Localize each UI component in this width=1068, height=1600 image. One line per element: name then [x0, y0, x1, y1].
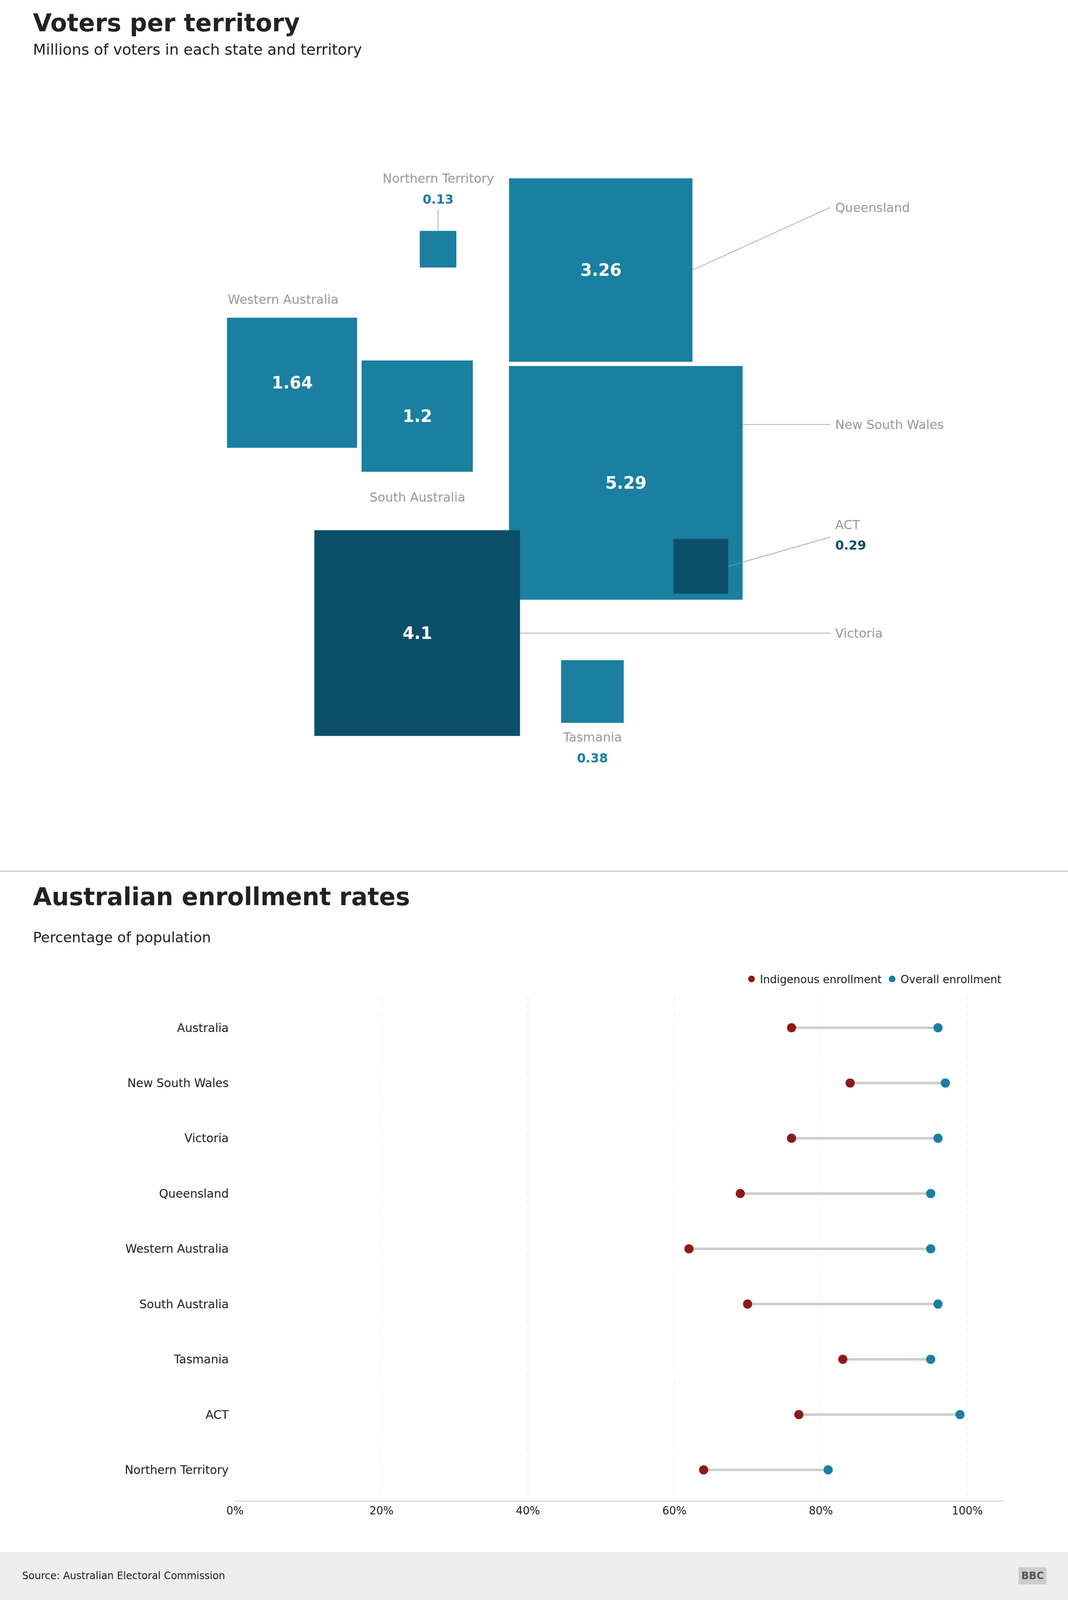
svg-text:20%: 20% — [369, 1503, 394, 1517]
svg-text:BBC: BBC — [1021, 1569, 1044, 1582]
svg-text:5.29: 5.29 — [605, 473, 647, 493]
svg-text:100%: 100% — [951, 1503, 983, 1517]
svg-text:South Australia: South Australia — [139, 1297, 229, 1311]
svg-text:Northern Territory: Northern Territory — [124, 1462, 229, 1477]
svg-text:Overall enrollment: Overall enrollment — [900, 972, 1002, 986]
svg-text:0%: 0% — [226, 1503, 244, 1517]
svg-text:Australian enrollment rates: Australian enrollment rates — [32, 882, 411, 911]
svg-text:Tasmania: Tasmania — [173, 1352, 229, 1366]
svg-text:Queensland: Queensland — [835, 200, 910, 215]
svg-text:Indigenous enrollment: Indigenous enrollment — [759, 972, 882, 986]
svg-text:Western Australia: Western Australia — [125, 1241, 230, 1256]
svg-text:Queensland: Queensland — [158, 1186, 229, 1201]
svg-text:Voters per territory: Voters per territory — [32, 8, 300, 38]
svg-text:1.2: 1.2 — [402, 406, 433, 426]
svg-text:0.13: 0.13 — [422, 191, 454, 207]
svg-text:1.64: 1.64 — [271, 372, 313, 393]
svg-text:New South Wales: New South Wales — [127, 1075, 229, 1090]
svg-text:Millions of voters in each sta: Millions of voters in each state and ter… — [32, 40, 363, 58]
svg-text:60%: 60% — [662, 1503, 687, 1517]
svg-text:Australia: Australia — [176, 1020, 229, 1035]
svg-text:0.38: 0.38 — [576, 750, 608, 766]
svg-text:Source: Australian Electoral C: Source: Australian Electoral Commission — [22, 1569, 225, 1582]
svg-text:3.26: 3.26 — [580, 260, 622, 280]
svg-text:New South Wales: New South Wales — [835, 417, 944, 432]
svg-text:Northern Territory: Northern Territory — [382, 171, 494, 186]
svg-text:40%: 40% — [515, 1503, 540, 1517]
svg-text:80%: 80% — [808, 1503, 834, 1517]
svg-text:Tasmania: Tasmania — [562, 729, 623, 745]
svg-text:4.1: 4.1 — [402, 623, 433, 643]
svg-text:Victoria: Victoria — [835, 625, 883, 641]
svg-text:Western Australia: Western Australia — [227, 292, 339, 307]
svg-text:ACT: ACT — [205, 1407, 230, 1422]
svg-text:South Australia: South Australia — [369, 489, 466, 505]
svg-text:ACT: ACT — [835, 517, 861, 532]
svg-text:0.29: 0.29 — [835, 537, 867, 553]
svg-text:Percentage of population: Percentage of population — [32, 928, 212, 946]
svg-text:Victoria: Victoria — [184, 1130, 229, 1145]
